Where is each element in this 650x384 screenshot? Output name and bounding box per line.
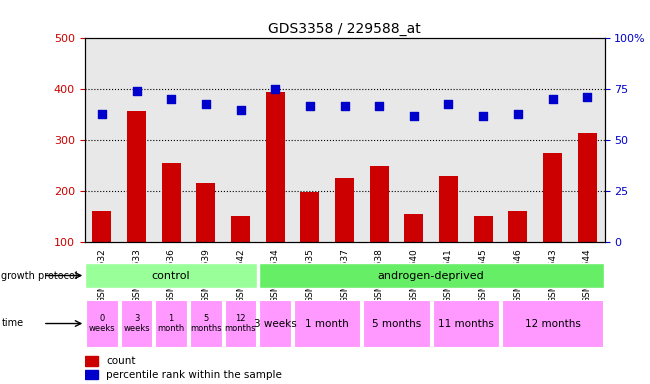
Point: [235, 107, 246, 113]
Bar: [432, 300, 499, 347]
Point: [513, 111, 523, 117]
Point: [131, 88, 142, 94]
Point: [166, 96, 176, 103]
Bar: [439, 176, 458, 242]
Bar: [196, 184, 215, 242]
Bar: [404, 214, 423, 242]
Point: [478, 113, 488, 119]
Point: [374, 103, 384, 109]
Text: 3 weeks: 3 weeks: [254, 318, 296, 329]
Point: [201, 101, 211, 107]
Point: [270, 86, 280, 93]
Text: 1
month: 1 month: [157, 314, 185, 333]
Bar: [363, 300, 430, 347]
Point: [409, 113, 419, 119]
Text: growth protocol: growth protocol: [1, 271, 78, 281]
Bar: [508, 212, 527, 242]
Title: GDS3358 / 229588_at: GDS3358 / 229588_at: [268, 22, 421, 36]
Text: 12
months: 12 months: [225, 314, 256, 333]
Bar: [502, 300, 603, 347]
Bar: [266, 92, 285, 242]
Bar: [224, 300, 257, 347]
Text: 11 months: 11 months: [438, 318, 494, 329]
Bar: [127, 111, 146, 242]
Text: count: count: [106, 356, 135, 366]
Point: [305, 103, 315, 109]
Point: [582, 94, 592, 101]
Bar: [578, 132, 597, 242]
Bar: [259, 263, 604, 288]
Point: [547, 96, 558, 103]
Point: [443, 101, 454, 107]
Text: 12 months: 12 months: [525, 318, 580, 329]
Bar: [85, 263, 257, 288]
Text: time: time: [1, 318, 23, 328]
Bar: [92, 212, 111, 242]
Bar: [162, 163, 181, 242]
Bar: [294, 300, 361, 347]
Text: androgen-deprived: androgen-deprived: [378, 270, 484, 281]
Point: [339, 103, 350, 109]
Bar: [335, 178, 354, 242]
Bar: [190, 300, 222, 347]
Bar: [155, 300, 187, 347]
Text: control: control: [152, 270, 190, 281]
Bar: [259, 300, 291, 347]
Text: 0
weeks: 0 weeks: [88, 314, 115, 333]
Bar: [231, 217, 250, 242]
Bar: [84, 356, 98, 366]
Bar: [543, 153, 562, 242]
Bar: [370, 166, 389, 242]
Bar: [84, 370, 98, 379]
Text: 5 months: 5 months: [372, 318, 421, 329]
Bar: [300, 192, 319, 242]
Bar: [474, 217, 493, 242]
Text: 5
months: 5 months: [190, 314, 222, 333]
Text: 3
weeks: 3 weeks: [124, 314, 150, 333]
Text: 1 month: 1 month: [306, 318, 349, 329]
Bar: [120, 300, 153, 347]
Bar: [86, 300, 118, 347]
Point: [97, 111, 107, 117]
Text: percentile rank within the sample: percentile rank within the sample: [106, 369, 282, 380]
